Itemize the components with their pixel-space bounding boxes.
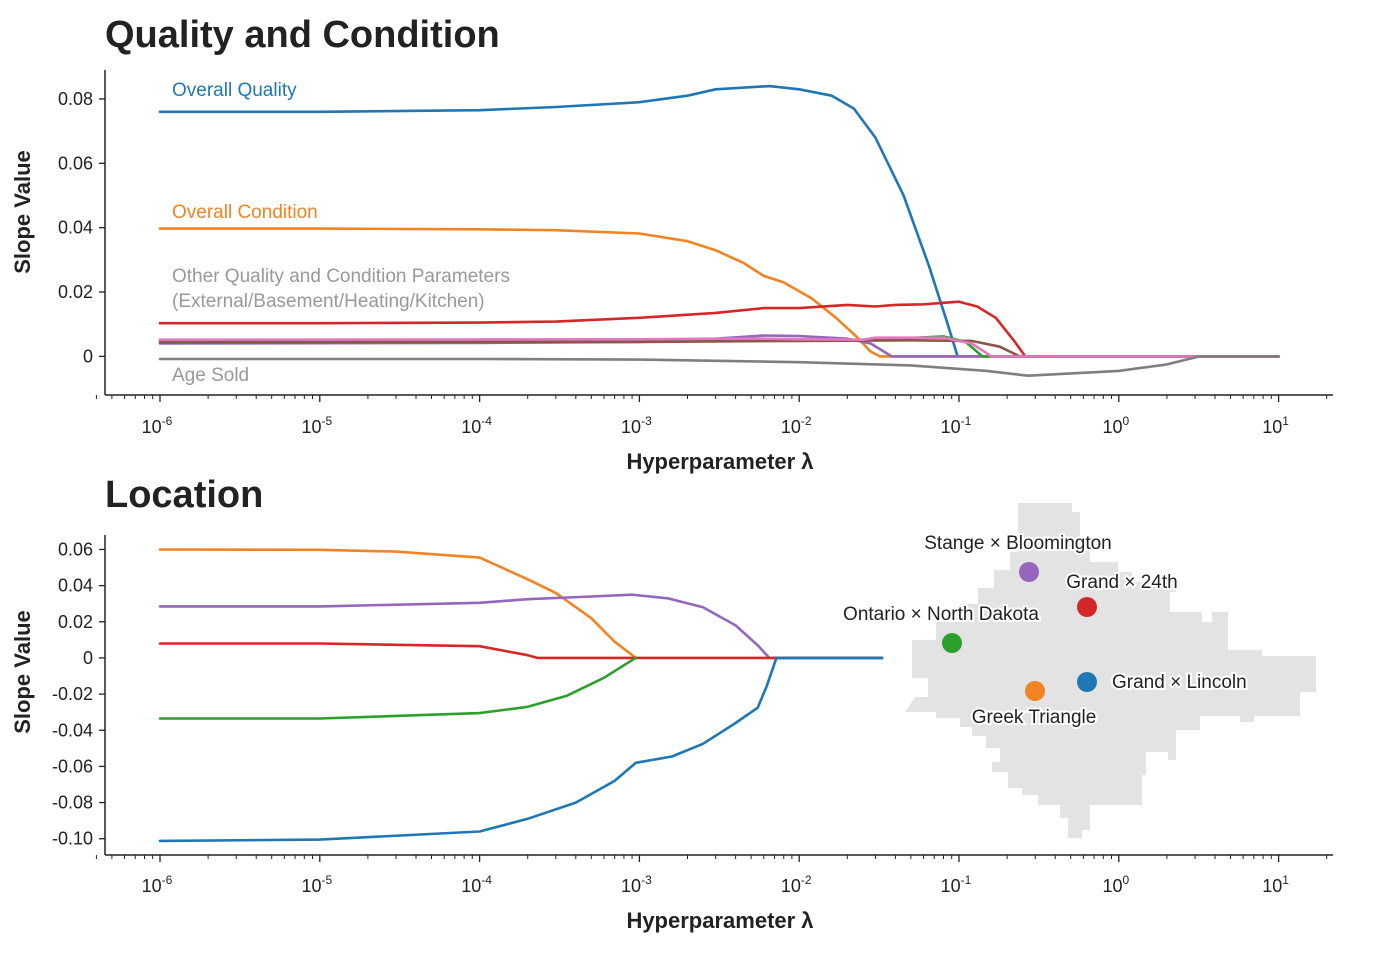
y-tick-label: -0.06 <box>52 756 93 776</box>
x-tick-label: 10-6 <box>142 873 173 896</box>
map-point-green <box>942 633 962 653</box>
map-label-grand-lincoln: Grand × Lincoln <box>1112 672 1247 693</box>
annotation-overall-quality: Overall Quality <box>172 80 297 101</box>
panel-location: Location Slope Value Hyperparameter λ St… <box>10 474 1333 933</box>
y-tick-label: -0.10 <box>52 829 93 849</box>
x-tick-label: 100 <box>1102 414 1129 437</box>
y-axis-label: Slope Value <box>10 150 35 274</box>
x-tick-label: 10-6 <box>142 414 173 437</box>
x-tick-label: 10-1 <box>941 873 972 896</box>
panel-quality-condition: Quality and Condition Slope Value Hyperp… <box>10 14 1333 474</box>
plot-lines <box>158 548 884 843</box>
y-axis-label: Slope Value <box>10 610 35 734</box>
series-line-red <box>158 300 1280 358</box>
panel-title: Quality and Condition <box>105 14 500 56</box>
y-tick-label: 0.08 <box>58 89 93 109</box>
x-tick-label: 101 <box>1262 414 1289 437</box>
map-label-grand-24th: Grand × 24th <box>1066 572 1177 593</box>
map-point-orange <box>1025 681 1045 701</box>
y-tick-label: 0.02 <box>58 612 93 632</box>
map-label-stange-bloomington: Stange × Bloomington <box>924 533 1112 554</box>
map-label-greek-triangle: Greek Triangle <box>972 707 1097 728</box>
series-line-gray <box>158 355 1280 378</box>
x-tick-label: 10-5 <box>301 414 332 437</box>
annotation-age-sold: Age Sold <box>172 365 249 386</box>
series-line-green <box>158 656 638 720</box>
axes: 0 0.02 0.04 0.06 0.08 10-6 10-5 10-4 10-3 10-2 10-… <box>58 70 1333 437</box>
annotation-other-params-line2: (External/Basement/Heating/Kitchen) <box>172 291 485 312</box>
panel-title: Location <box>105 474 263 516</box>
plot-lines <box>158 84 1280 378</box>
x-tick-label: 10-5 <box>301 873 332 896</box>
x-tick-label: 10-4 <box>461 873 492 896</box>
map-point-blue <box>1077 672 1097 692</box>
x-tick-label: 10-4 <box>461 414 492 437</box>
y-tick-label: 0.02 <box>58 282 93 302</box>
y-tick-label: 0 <box>83 648 93 668</box>
annotation-overall-condition: Overall Condition <box>172 202 318 223</box>
axes: 0.06 0.04 0.02 0 -0.02 -0.04 -0.06 -0.08 -0.10 10… <box>52 535 1333 896</box>
series-line-blue <box>158 656 884 843</box>
y-tick-label: -0.08 <box>52 793 93 813</box>
x-axis-label: Hyperparameter λ <box>626 449 813 474</box>
y-tick-label: 0.04 <box>58 218 93 238</box>
x-tick-label: 10-1 <box>941 414 972 437</box>
y-tick-label: 0.06 <box>58 153 93 173</box>
map-labels: Stange × Bloomington Grand × 24th Ontari… <box>841 531 1249 730</box>
y-tick-label: -0.02 <box>52 684 93 704</box>
x-tick-label: 100 <box>1102 873 1129 896</box>
x-tick-label: 10-3 <box>621 414 652 437</box>
series-line-brown <box>158 338 1280 358</box>
map-point-red <box>1077 597 1097 617</box>
series-line-purple <box>158 593 884 660</box>
y-tick-label: -0.04 <box>52 720 93 740</box>
x-tick-label: 10-2 <box>781 873 812 896</box>
annotations: Overall Quality Overall Condition Other … <box>172 80 510 386</box>
x-tick-label: 10-3 <box>621 873 652 896</box>
series-line-orange <box>158 548 638 660</box>
y-tick-label: 0.06 <box>58 539 93 559</box>
map-label-ontario-north-dakota: Ontario × North Dakota <box>843 604 1039 625</box>
y-tick-label: 0 <box>83 346 93 366</box>
series-line-blue <box>158 84 959 358</box>
map-points <box>942 562 1097 701</box>
series-line-pink <box>158 336 1280 358</box>
x-tick-label: 101 <box>1262 873 1289 896</box>
series-line-red <box>158 642 884 660</box>
y-tick-label: 0.04 <box>58 576 93 596</box>
annotation-other-params-line1: Other Quality and Condition Parameters <box>172 266 510 287</box>
map-point-purple <box>1019 562 1039 582</box>
series-line-orange <box>158 227 1280 358</box>
x-axis-label: Hyperparameter λ <box>626 908 813 933</box>
city-map <box>905 503 1316 838</box>
x-tick-label: 10-2 <box>781 414 812 437</box>
